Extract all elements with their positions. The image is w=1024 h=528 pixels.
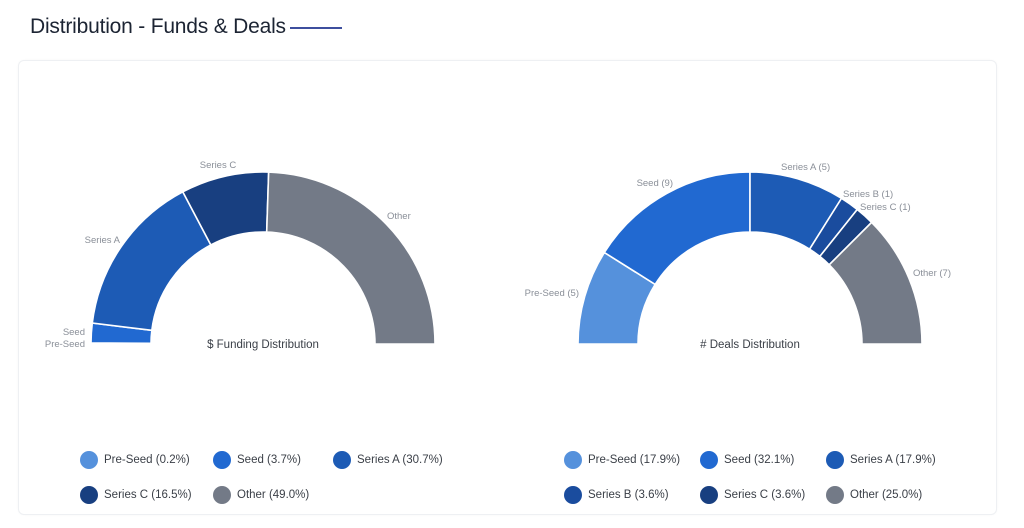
legend-dot-icon <box>80 451 98 469</box>
legend-dot-icon <box>564 486 582 504</box>
legend-label: Other (25.0%) <box>850 489 923 501</box>
slice-label-series-b: Series B (1) <box>843 189 893 200</box>
chart-title: # Deals Distribution <box>700 339 800 351</box>
legend-label: Series C (3.6%) <box>724 489 806 501</box>
legend-dot-icon <box>700 486 718 504</box>
legend-dot-icon <box>826 486 844 504</box>
legend-dot-icon <box>700 451 718 469</box>
legend-label: Seed (3.7%) <box>237 454 301 466</box>
legend-item-pre-seed[interactable]: Pre-Seed (17.9%) <box>564 451 700 469</box>
legend-item-other[interactable]: Other (49.0%) <box>213 486 333 504</box>
slice-other[interactable] <box>828 221 923 345</box>
legend-item-series-b[interactable]: Series B (3.6%) <box>564 486 700 504</box>
legend-item-seed[interactable]: Seed (3.7%) <box>213 451 333 469</box>
legend-item-series-c[interactable]: Series C (3.6%) <box>700 486 826 504</box>
legend-label: Pre-Seed (17.9%) <box>588 454 681 466</box>
legend-item-series-c[interactable]: Series C (16.5%) <box>80 486 213 504</box>
legend-dot-icon <box>826 451 844 469</box>
legend-label: Series B (3.6%) <box>588 489 669 501</box>
legend-dot-icon <box>213 451 231 469</box>
funding-legend: Pre-Seed (0.2%) Seed (3.7%) Series A (30.7… <box>80 451 463 504</box>
slice-other[interactable] <box>265 171 436 345</box>
legend-dot-icon <box>213 486 231 504</box>
deals-legend: Pre-Seed (17.9%) Seed (32.1%) Series A (17… <box>564 451 956 504</box>
title-underline <box>289 27 342 29</box>
legend-item-other[interactable]: Other (25.0%) <box>826 486 956 504</box>
slice-label-pre-seed: Pre-Seed <box>45 339 85 350</box>
legend-label: Pre-Seed (0.2%) <box>104 454 190 466</box>
legend-dot-icon <box>80 486 98 504</box>
legend-dot-icon <box>333 451 351 469</box>
slice-label-seed: Seed <box>63 327 85 338</box>
legend-label: Series A (17.9%) <box>850 454 936 466</box>
legend-label: Seed (32.1%) <box>724 454 795 466</box>
chart-title: $ Funding Distribution <box>207 339 319 351</box>
legend-label: Series C (16.5%) <box>104 489 192 501</box>
legend-dot-icon <box>564 451 582 469</box>
legend-label: Other (49.0%) <box>237 489 310 501</box>
page-title-text: Distribution - Funds & Deals <box>30 15 286 38</box>
legend-item-series-a[interactable]: Series A (17.9%) <box>826 451 956 469</box>
legend-item-pre-seed[interactable]: Pre-Seed (0.2%) <box>80 451 213 469</box>
slice-label-series-a: Series A (5) <box>781 162 830 173</box>
slice-label-series-a: Series A <box>85 235 121 246</box>
legend-label: Series A (30.7%) <box>357 454 443 466</box>
distribution-card <box>18 60 997 515</box>
slice-label-other: Other (7) <box>913 268 951 279</box>
slice-label-seed: Seed (9) <box>637 178 673 189</box>
deals-distribution-chart: Pre-Seed (5) Seed (9) Series A (5) Series B… <box>525 162 951 351</box>
slice-label-series-c: Series C <box>200 160 237 171</box>
legend-item-seed[interactable]: Seed (32.1%) <box>700 451 826 469</box>
slice-label-other: Other <box>387 211 411 222</box>
slice-label-series-c: Series C (1) <box>860 202 911 213</box>
legend-item-series-a[interactable]: Series A (30.7%) <box>333 451 463 469</box>
slice-label-pre-seed: Pre-Seed (5) <box>525 288 579 299</box>
page-title: Distribution - Funds & Deals <box>30 15 342 39</box>
